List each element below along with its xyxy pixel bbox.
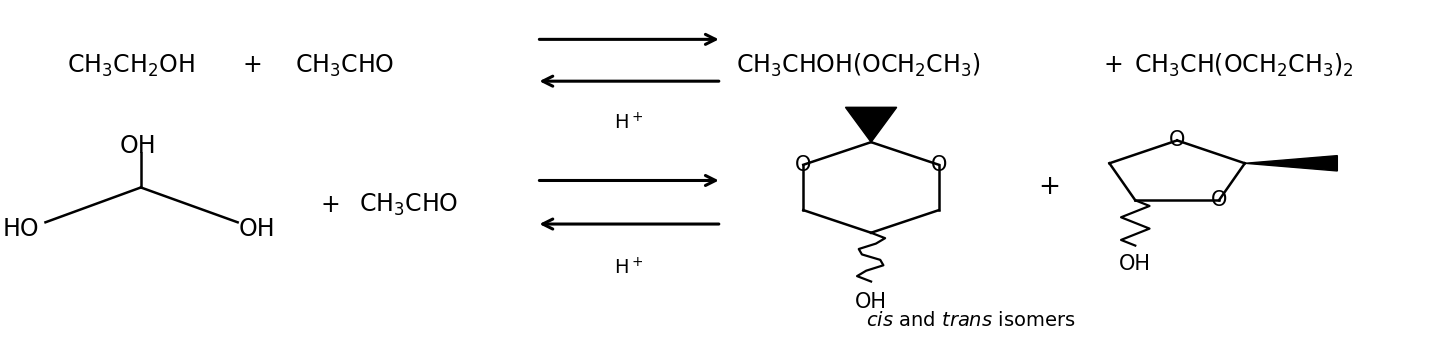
- Text: HO: HO: [3, 217, 40, 241]
- Text: OH: OH: [855, 292, 887, 312]
- Text: +: +: [320, 193, 340, 217]
- Text: CH$_3$CHO: CH$_3$CHO: [294, 52, 394, 79]
- Text: $\it{cis}$ and $\it{trans}$ isomers: $\it{cis}$ and $\it{trans}$ isomers: [866, 311, 1076, 330]
- Text: CH$_3$CH$_2$OH: CH$_3$CH$_2$OH: [67, 52, 194, 79]
- Text: H$^+$: H$^+$: [614, 112, 644, 134]
- Text: O: O: [1210, 190, 1228, 210]
- Polygon shape: [846, 107, 897, 142]
- Text: O: O: [1169, 130, 1185, 150]
- Text: O: O: [795, 155, 812, 175]
- Text: O: O: [930, 155, 947, 175]
- Text: H$^+$: H$^+$: [614, 257, 644, 278]
- Text: CH$_3$CHO: CH$_3$CHO: [359, 192, 459, 218]
- Text: OH: OH: [239, 217, 276, 241]
- Text: +: +: [1103, 53, 1123, 78]
- Text: +: +: [242, 53, 262, 78]
- Text: CH$_3$CHOH(OCH$_2$CH$_3$): CH$_3$CHOH(OCH$_2$CH$_3$): [736, 52, 980, 79]
- Text: +: +: [1037, 175, 1060, 200]
- Text: CH$_3$CH(OCH$_2$CH$_3$)$_2$: CH$_3$CH(OCH$_2$CH$_3$)$_2$: [1135, 52, 1355, 79]
- Text: OH: OH: [120, 134, 156, 158]
- Polygon shape: [1245, 156, 1338, 171]
- Text: OH: OH: [1119, 254, 1152, 274]
